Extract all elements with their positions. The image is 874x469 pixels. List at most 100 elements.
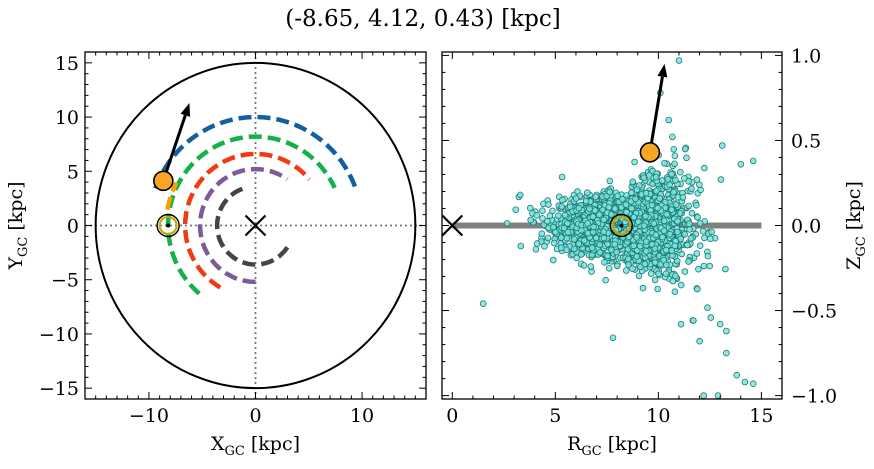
scatter-point bbox=[660, 217, 668, 225]
scatter-point bbox=[628, 205, 635, 212]
scatter-point bbox=[589, 213, 597, 220]
scatter-point bbox=[541, 243, 548, 250]
scatter-point bbox=[583, 189, 591, 197]
sun-dot-rz bbox=[619, 223, 624, 228]
scatter-point bbox=[566, 203, 574, 211]
scatter-point bbox=[611, 241, 619, 248]
scatter-point bbox=[619, 195, 626, 203]
scatter-point bbox=[561, 211, 569, 219]
scatter-point bbox=[546, 212, 554, 220]
scatter-point bbox=[684, 241, 691, 249]
left-panel: −10 0 10 −15 −10 −5 0 5 10 15 XGC [kpc] YGC [kpc] bbox=[5, 51, 427, 459]
scatter-point bbox=[558, 203, 565, 210]
scatter-point bbox=[642, 238, 650, 245]
x-tick-label-rz: 0 bbox=[446, 405, 458, 427]
x-tick-label-rz: 5 bbox=[549, 405, 561, 427]
scatter-point bbox=[625, 255, 632, 263]
galaxy-boundary-circle bbox=[94, 61, 417, 390]
scatter-point bbox=[659, 233, 666, 241]
scatter-point bbox=[635, 272, 643, 280]
scatter-point bbox=[584, 220, 591, 227]
scatter-point bbox=[517, 242, 525, 250]
y-tick-label: 15 bbox=[55, 53, 79, 75]
scatter-point bbox=[671, 272, 679, 280]
scatter-point bbox=[652, 231, 660, 239]
y-axis-label-left: YGC [kpc] bbox=[5, 181, 31, 270]
scatter-point bbox=[706, 235, 714, 243]
scatter-point bbox=[557, 234, 565, 241]
scatter-point bbox=[563, 234, 571, 242]
scatter-point bbox=[630, 242, 638, 250]
scatter-point bbox=[652, 173, 660, 181]
scatter-point bbox=[600, 216, 608, 224]
scatter-point bbox=[650, 220, 658, 227]
x-axis-label-left: XGC [kpc] bbox=[211, 433, 300, 459]
y-tick-label-rz: −1.0 bbox=[791, 386, 837, 408]
scatter-point bbox=[676, 168, 684, 176]
scatter-point bbox=[625, 261, 632, 268]
scatter-point bbox=[669, 277, 677, 285]
y-tick-label-rz: 0.0 bbox=[791, 216, 821, 238]
scatter-point bbox=[668, 247, 676, 254]
scatter-point bbox=[606, 188, 613, 196]
scatter-point bbox=[704, 304, 711, 312]
scatter-point bbox=[707, 314, 715, 321]
scatter-point bbox=[588, 244, 596, 252]
y-tick-label: 5 bbox=[67, 161, 79, 183]
scatter-point bbox=[693, 285, 701, 293]
scatter-point bbox=[633, 186, 641, 194]
scatter-point bbox=[701, 164, 708, 172]
scatter-point bbox=[512, 206, 519, 214]
right-plot-area bbox=[442, 57, 762, 399]
scatter-point bbox=[552, 228, 559, 236]
scatter-point bbox=[572, 195, 580, 202]
scatter-point bbox=[666, 230, 673, 238]
scatter-point bbox=[700, 262, 708, 270]
scatter-point bbox=[559, 196, 566, 204]
scatter-point bbox=[685, 220, 693, 228]
scatter-point bbox=[660, 227, 668, 235]
scatter-point bbox=[628, 189, 635, 196]
sun-dot bbox=[166, 223, 171, 228]
scatter-point bbox=[592, 234, 600, 242]
scatter-point bbox=[651, 259, 659, 266]
scatter-point bbox=[696, 242, 704, 250]
scatter-point bbox=[637, 263, 644, 271]
scatter-point bbox=[681, 145, 689, 153]
scatter-point bbox=[503, 220, 511, 227]
scatter-point bbox=[676, 210, 684, 217]
scatter-point bbox=[716, 320, 724, 328]
sun-ring-rz bbox=[611, 216, 631, 235]
scatter-point bbox=[550, 239, 558, 247]
scatter-point bbox=[580, 237, 588, 244]
scatter-point bbox=[685, 258, 692, 265]
scatter-point bbox=[633, 253, 640, 260]
scatter-point bbox=[613, 248, 620, 256]
scatter-point bbox=[533, 240, 541, 247]
scatter-point bbox=[670, 146, 677, 153]
scatter-point bbox=[662, 270, 670, 278]
sun-ring bbox=[158, 216, 178, 235]
sun-outer-ring-rz bbox=[609, 213, 633, 238]
scatter-point bbox=[660, 256, 667, 264]
scatter-point bbox=[640, 222, 648, 230]
scatter-point bbox=[704, 252, 712, 260]
y-tick-label-rz: −0.5 bbox=[791, 301, 837, 323]
scatter-point bbox=[677, 320, 685, 328]
scatter-point bbox=[570, 245, 578, 253]
scatter-point bbox=[741, 378, 749, 386]
scatter-point bbox=[570, 236, 578, 243]
scatter-point bbox=[683, 154, 690, 162]
scatter-point bbox=[677, 281, 685, 289]
scatter-point bbox=[723, 327, 730, 335]
scatter-point bbox=[663, 211, 670, 218]
target-marker-xy bbox=[153, 170, 174, 192]
x-tick-label: −10 bbox=[129, 405, 169, 427]
scatter-point bbox=[545, 201, 552, 208]
velocity-arrow-rz-shaft bbox=[648, 76, 664, 153]
scatter-point bbox=[652, 187, 660, 195]
scatter-point bbox=[723, 349, 730, 357]
scatter-point bbox=[651, 276, 659, 284]
scatter-point bbox=[699, 227, 707, 235]
scatter-point bbox=[564, 220, 571, 227]
